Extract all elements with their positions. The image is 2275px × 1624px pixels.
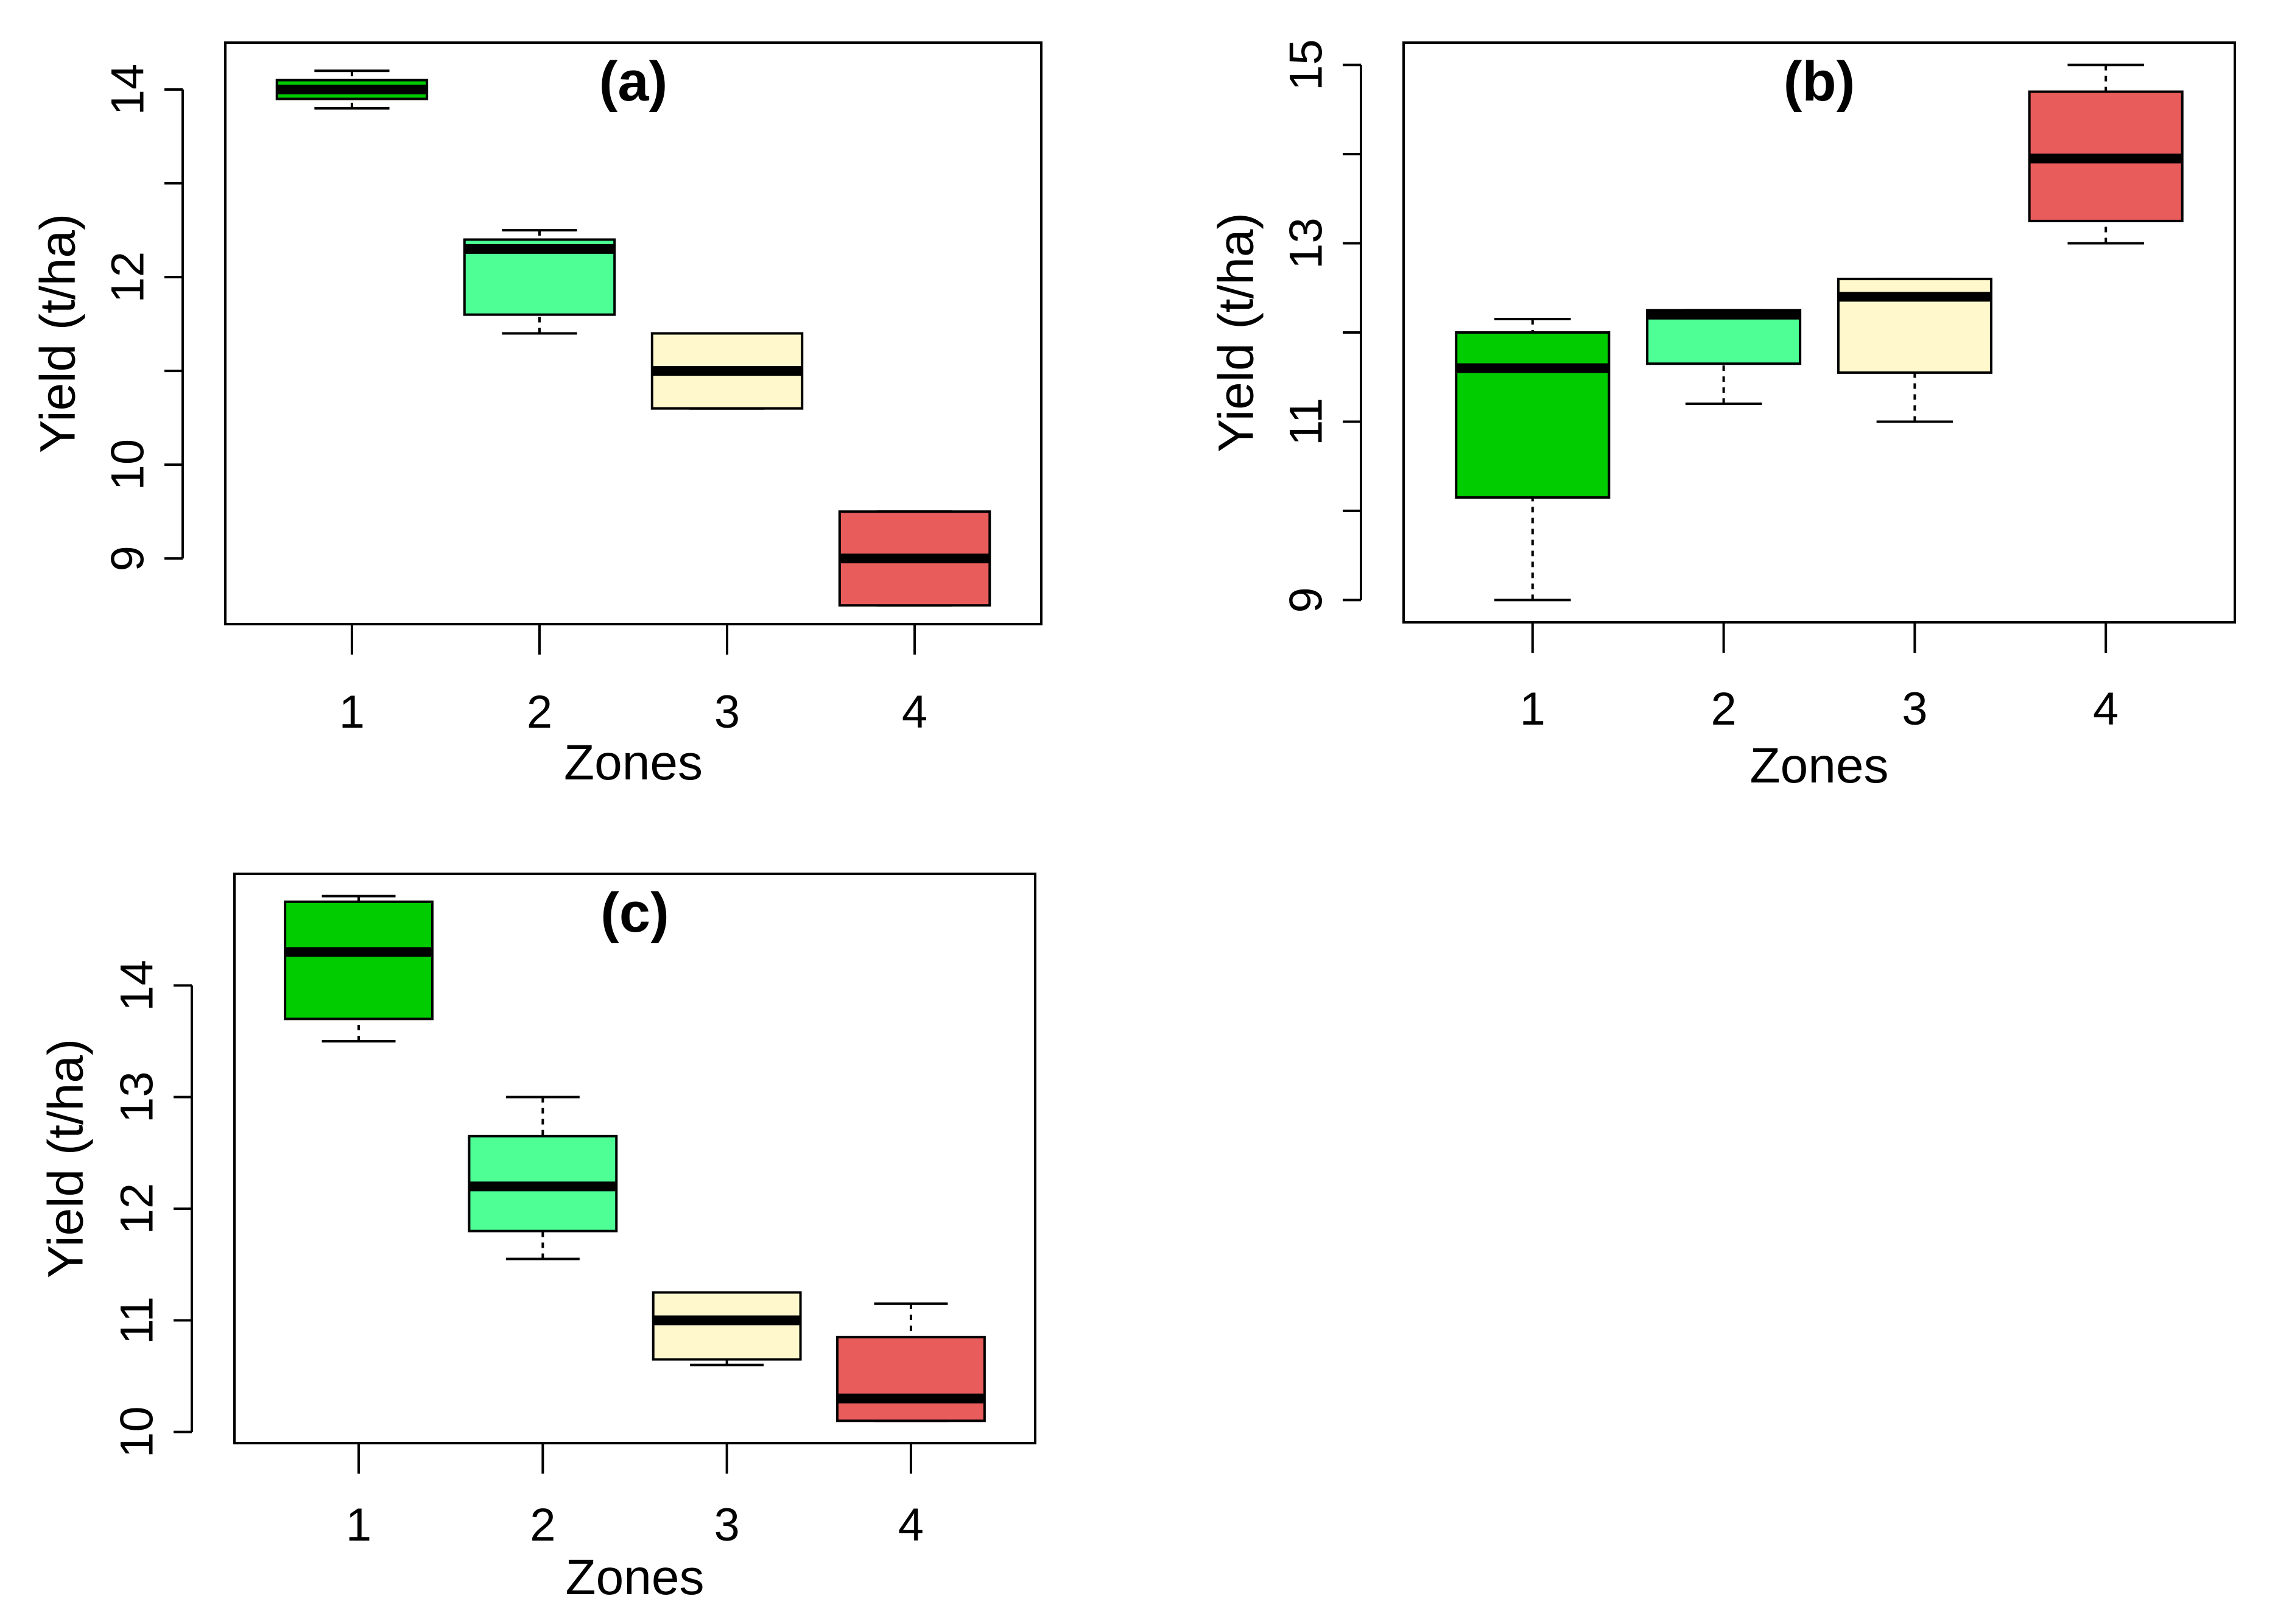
x-tick-label: 1 xyxy=(1520,683,1545,735)
box-zone-4 xyxy=(838,510,991,607)
box-zone-3 xyxy=(650,332,804,410)
y-axis-title: Yield (t/ha) xyxy=(1209,213,1264,452)
y-tick-label: 11 xyxy=(1281,398,1332,446)
x-axis-title: Zones xyxy=(566,1550,705,1605)
y-tick-label: 10 xyxy=(111,1406,163,1458)
y-tick-label: 14 xyxy=(102,64,154,116)
x-tick-label: 2 xyxy=(527,686,552,738)
y-tick-label: 12 xyxy=(102,251,154,303)
x-tick-label: 4 xyxy=(2093,683,2119,735)
panel-label: (c) xyxy=(600,882,669,944)
y-axis-title: Yield (t/ha) xyxy=(38,1039,94,1278)
y-tick-label: 12 xyxy=(111,1183,163,1235)
x-tick-label: 3 xyxy=(1902,683,1927,735)
y-tick-label: 9 xyxy=(1281,587,1332,613)
iqr-box xyxy=(284,900,434,1021)
box-zone-2 xyxy=(1646,309,1802,406)
x-axis-title: Zones xyxy=(1750,738,1889,793)
iqr-box xyxy=(836,1335,986,1422)
x-tick-label: 4 xyxy=(898,1499,924,1551)
box-zone-1 xyxy=(275,69,429,110)
x-tick-label: 2 xyxy=(530,1499,555,1551)
box-zone-2 xyxy=(463,229,616,335)
panel-label: (b) xyxy=(1784,51,1855,113)
x-tick-label: 3 xyxy=(714,1499,740,1551)
box-zone-2 xyxy=(468,1095,618,1260)
y-tick-label: 13 xyxy=(1281,217,1332,269)
x-tick-label: 4 xyxy=(902,686,927,738)
y-tick-label: 10 xyxy=(102,439,154,491)
box-zone-4 xyxy=(836,1302,986,1422)
x-tick-label: 1 xyxy=(339,686,365,738)
panel-label: (a) xyxy=(599,51,667,113)
y-tick-label: 13 xyxy=(111,1071,163,1123)
x-tick-label: 2 xyxy=(1711,683,1736,735)
box-zone-3 xyxy=(652,1291,802,1366)
y-axis-title: Yield (t/ha) xyxy=(30,214,86,453)
y-tick-label: 15 xyxy=(1281,39,1332,91)
box-zone-1 xyxy=(284,895,434,1042)
iqr-box xyxy=(1455,331,1611,499)
x-axis-title: Zones xyxy=(564,735,703,790)
box-zone-4 xyxy=(2028,63,2184,245)
y-tick-label: 9 xyxy=(102,546,154,571)
panel-b: 9 11 13 15 1 2 3 4 Zones Yield (t/ha) (b) xyxy=(1209,39,2236,793)
y-tick-label: 11 xyxy=(111,1296,163,1345)
y-tick-label: 14 xyxy=(111,960,163,1011)
x-tick-label: 3 xyxy=(714,686,740,738)
box-zone-3 xyxy=(1837,278,1992,423)
iqr-box xyxy=(652,1291,802,1361)
x-tick-label: 1 xyxy=(346,1499,371,1551)
box-zone-1 xyxy=(1455,318,1611,602)
